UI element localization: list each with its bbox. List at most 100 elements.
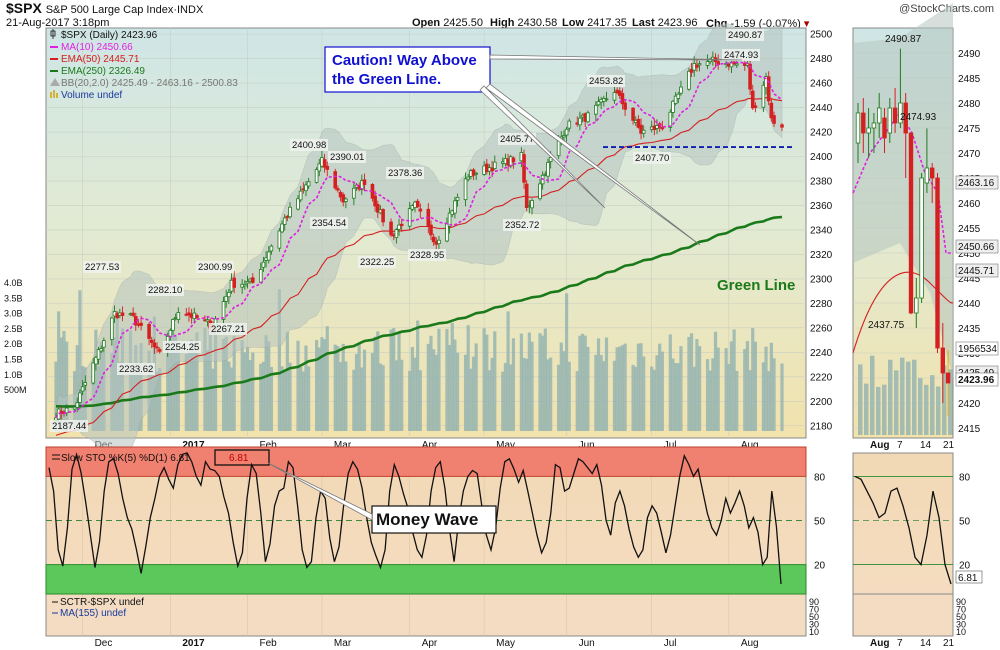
price-label-box (498, 133, 536, 145)
volume-bar (190, 339, 194, 431)
candle-body (171, 319, 175, 331)
candle-body (705, 61, 710, 66)
price-axis-tick: 2460 (810, 79, 833, 90)
volume-bar (195, 332, 199, 431)
zoom-axis-tick: 2470 (958, 149, 981, 160)
price-label-box (83, 261, 121, 273)
price-axis-tick: 2320 (810, 250, 833, 261)
volume-bar (631, 364, 635, 431)
volume-bar (636, 343, 640, 431)
candle-body (522, 154, 526, 183)
volume-bar (208, 328, 212, 431)
volume-bar (65, 341, 69, 431)
zoom-volume-bar (894, 370, 899, 435)
price-labels: 2187.44 2277.53 2233.62 2282.10 2254.25 2300.… (50, 29, 764, 432)
volume-bar (767, 371, 771, 431)
volume-bar (261, 361, 266, 431)
volume-axis-tick: 4.0B (4, 278, 23, 288)
candle-body (761, 84, 766, 108)
volume-bar (176, 346, 180, 431)
volume-bar (413, 357, 417, 431)
volume-bar (713, 331, 718, 431)
zoom-sctr-panel-background (852, 593, 954, 637)
zoom-axis-tick: 2490 (958, 49, 981, 60)
volume-bar (567, 361, 571, 431)
zoom-axis-tick: 2485 (958, 74, 981, 85)
zoom-sctr-tick: 10 (956, 627, 966, 637)
chart-symbol-title: $SPX S&P 500 Large Cap Index·INDX (6, 0, 204, 16)
x-axis-label-bottom: 2017 (182, 638, 205, 649)
volume-bar (485, 334, 489, 431)
zoom-value-tag: 2423.96 (958, 375, 995, 386)
candle-body (641, 129, 646, 134)
zoom-sctr-tick: 90 (956, 597, 966, 607)
volume-bar (530, 341, 534, 431)
x-axis-label: Mar (334, 440, 352, 451)
zoom-volume-bar (924, 384, 929, 435)
volume-bar (695, 339, 699, 431)
candle-body (282, 217, 287, 225)
zoom-x-label-bottom: 14 (920, 638, 932, 649)
price-label: 2490.87 (728, 30, 762, 41)
volume-bar (211, 368, 215, 431)
volume-bar (264, 335, 268, 431)
zoom-candle-body (924, 167, 930, 184)
sctr-panel-background (45, 593, 807, 637)
price-label-box (209, 323, 247, 335)
volume-bar (487, 370, 492, 431)
zoom-axis-tick: 2480 (958, 99, 981, 110)
volume-bar (772, 358, 776, 431)
volume-bar (381, 365, 385, 431)
candle-body (80, 386, 85, 392)
price-label: 2453.82 (589, 76, 623, 87)
volume-bar (490, 357, 494, 431)
caution-callout-line2: the Green Line. (332, 71, 441, 88)
volume-bar (692, 366, 696, 431)
volume-bar (634, 366, 638, 431)
money-wave-label: Money Wave (376, 510, 478, 529)
x-axis-label-bottom: May (496, 638, 515, 649)
price-label: 2405.77 (500, 134, 534, 145)
price-label-box (386, 167, 424, 179)
price-axis-tick: 2440 (810, 103, 833, 114)
candle-body (466, 176, 470, 180)
candle-body (269, 245, 274, 252)
volume-bar (322, 339, 327, 431)
candle-body (397, 224, 401, 230)
candle-body (689, 68, 694, 73)
x-axis-label-bottom: Jun (579, 638, 595, 649)
sto-overbought-zone (45, 446, 807, 477)
zoom-price-label: 2474.93 (900, 112, 937, 123)
volume-bar (315, 340, 319, 431)
sctr-axis-tick: 30 (809, 620, 819, 630)
zoom-candle-body (877, 107, 882, 124)
candle-body (695, 64, 699, 68)
x-axis-label: Aug (741, 440, 759, 451)
zoom-x-label: 21 (943, 440, 955, 451)
price-label: 2378.36 (388, 168, 422, 179)
volume-bar (578, 335, 582, 431)
volume-bar (511, 338, 516, 431)
x-axis-label: Jun (579, 440, 595, 451)
quote-high: High 2430.58 (490, 17, 558, 29)
volume-bar (732, 329, 736, 431)
zoom-value-tag-box (955, 372, 999, 387)
zoom-candle-body (898, 102, 903, 124)
volume-bar (357, 342, 361, 431)
volume-bar (519, 333, 523, 431)
volume-bar (243, 352, 247, 431)
zoom-candle-body (882, 117, 887, 139)
zoom-axis-tick: 2415 (958, 424, 981, 435)
candle-body (631, 107, 635, 121)
x-axis-label: Jul (664, 440, 677, 451)
candle-body (471, 169, 476, 176)
candle-body (64, 407, 69, 414)
volume-axis-tick: 1.5B (4, 355, 23, 365)
candle-body (429, 224, 433, 236)
volume-bar (392, 328, 396, 431)
volume-bar (761, 362, 765, 431)
caution-pointer-mid (479, 85, 606, 209)
candle-body (266, 251, 271, 261)
zoom-x-label-bottom: Aug (870, 638, 889, 649)
price-label-box (310, 217, 348, 229)
